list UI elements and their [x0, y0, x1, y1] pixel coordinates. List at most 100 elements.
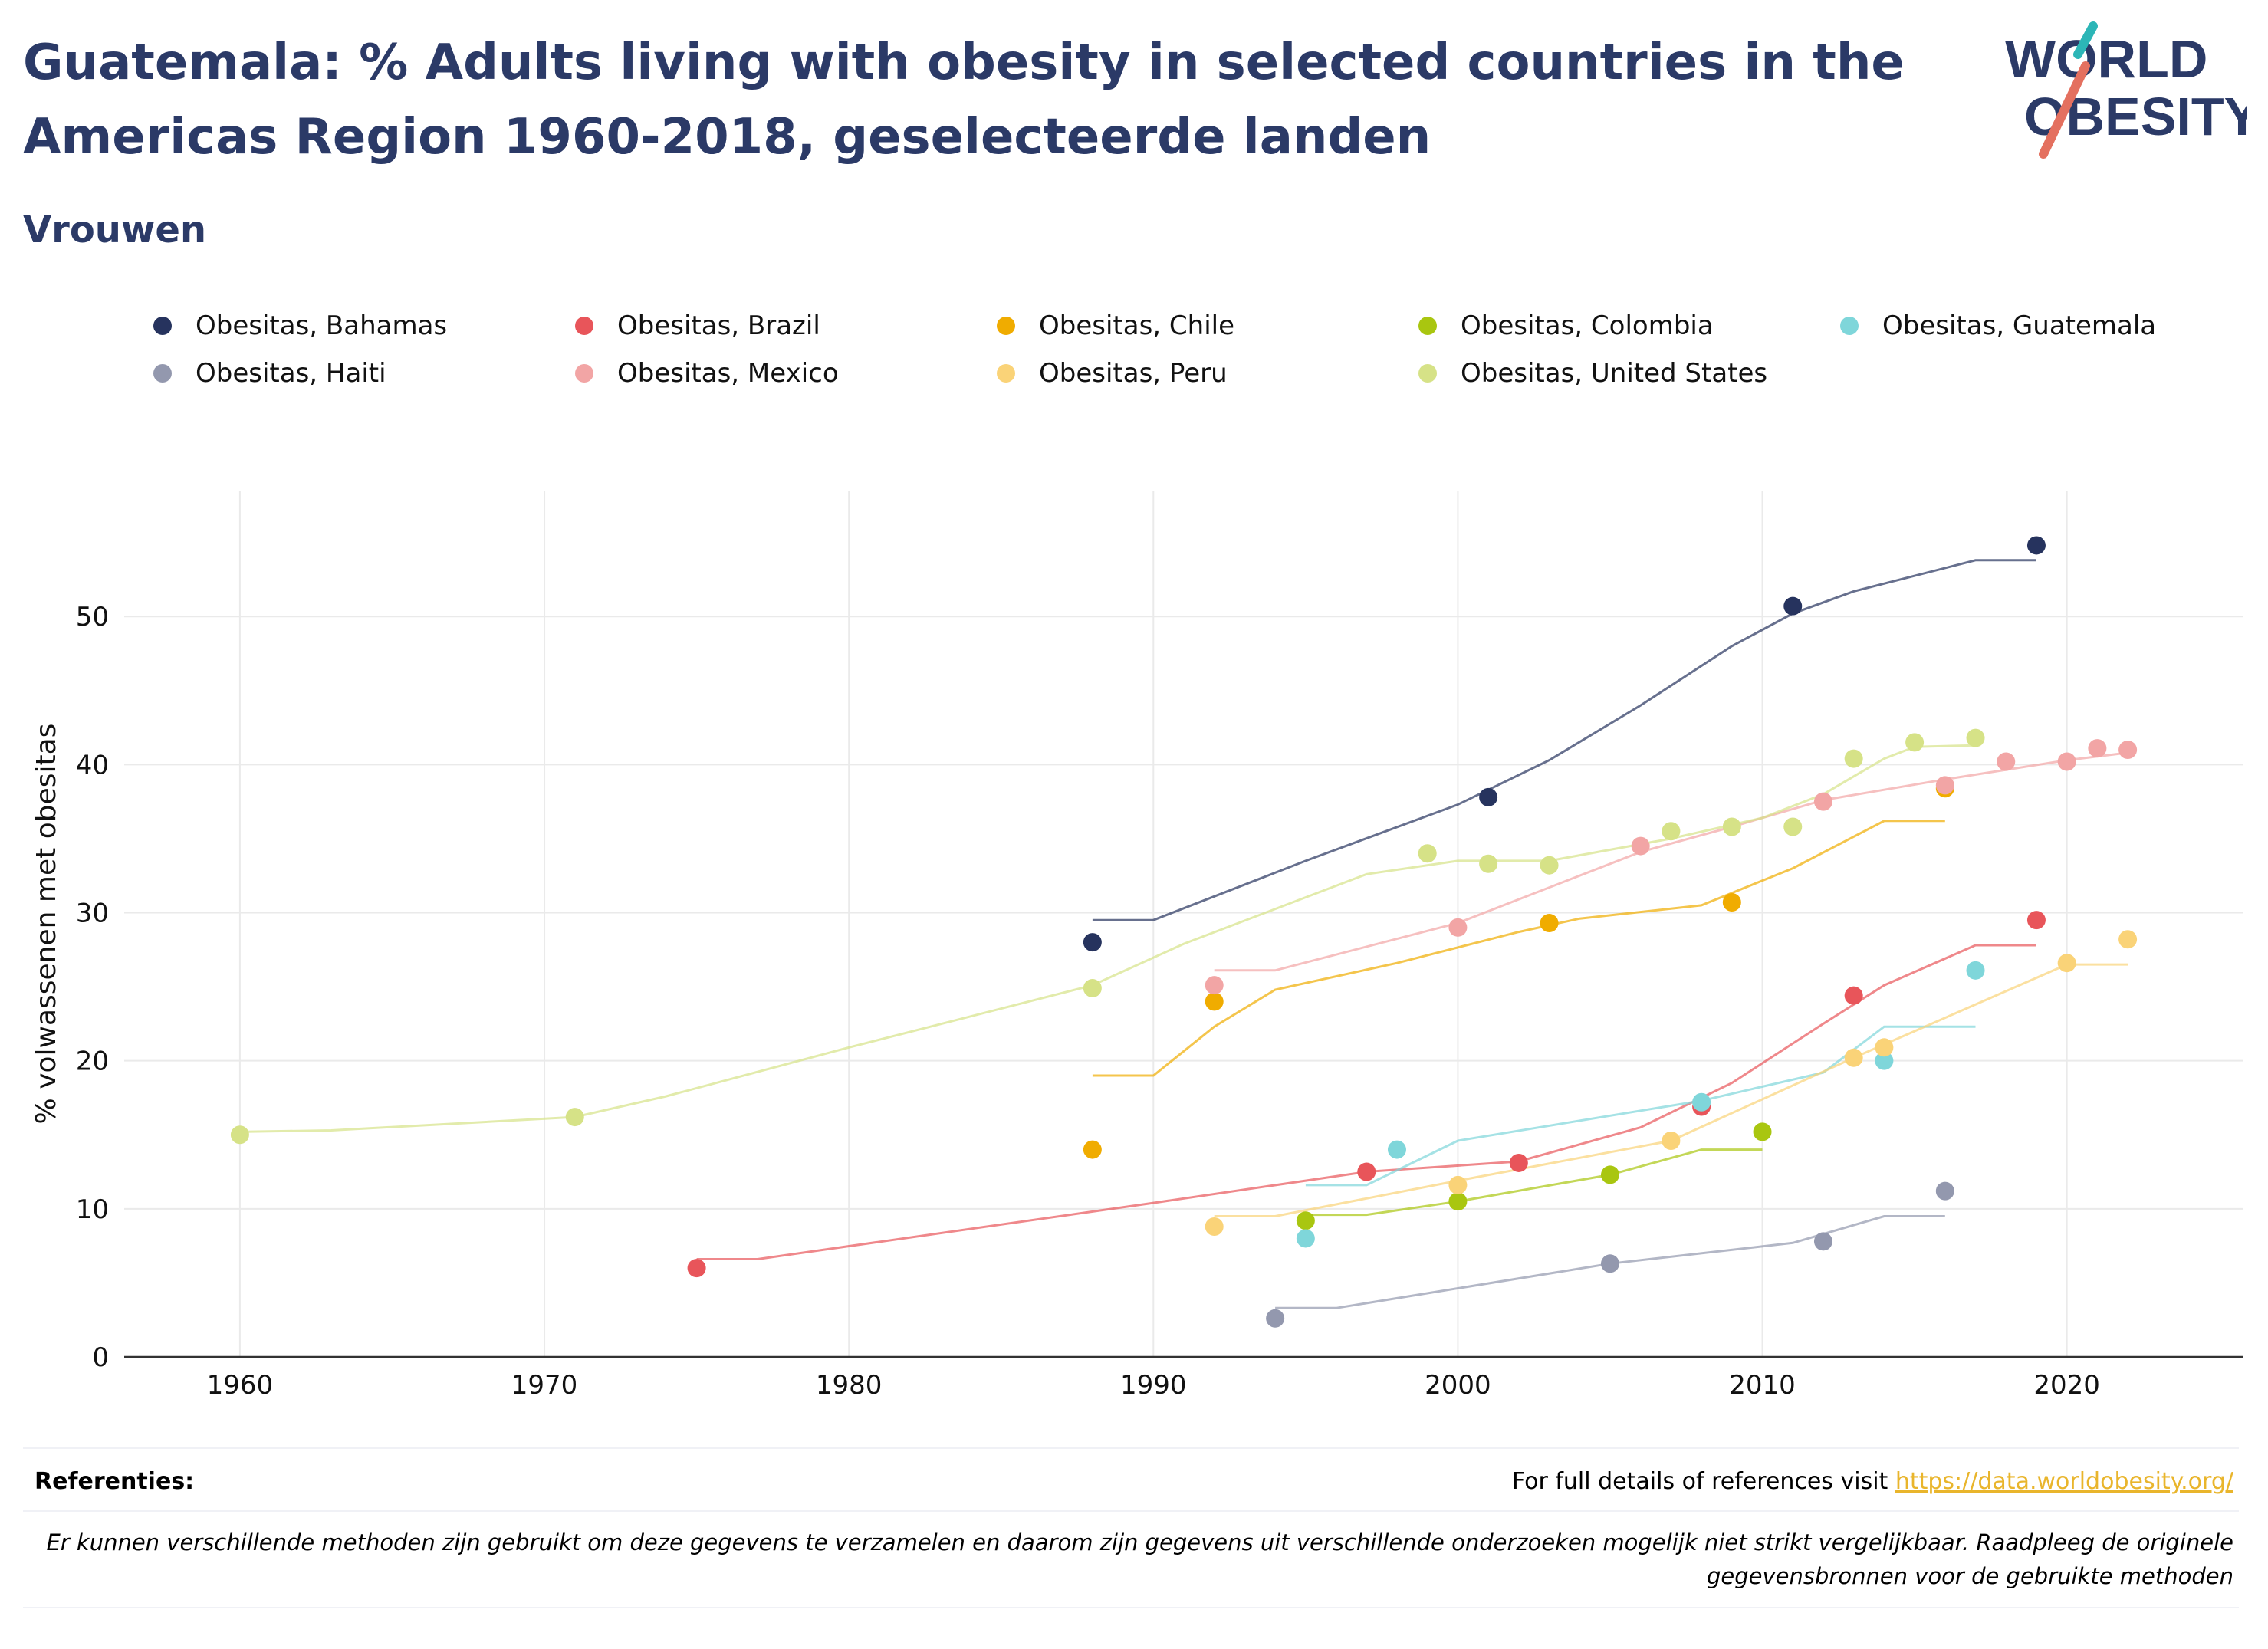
legend-item[interactable]: Obesitas, Guatemala: [1687, 303, 2156, 349]
data-point: [1966, 961, 1985, 980]
data-point: [1722, 892, 1741, 912]
legend-label: Obesitas, Peru: [1039, 358, 1228, 389]
data-point: [1783, 817, 1803, 836]
y-tick-label: 0: [92, 1342, 109, 1373]
data-point: [1540, 856, 1559, 875]
data-point: [2026, 911, 2046, 930]
trend-line: [1092, 820, 1945, 1077]
references-link[interactable]: https://data.worldobesity.org/: [1895, 1468, 2233, 1495]
trend-line: [1305, 1025, 1976, 1187]
legend-item[interactable]: Obesitas, Chile: [843, 303, 1234, 349]
x-tick-label: 2010: [1729, 1370, 1796, 1401]
footer-divider-top: [23, 1447, 2239, 1449]
trend-line: [1092, 559, 2036, 921]
world-obesity-logo: WORLD OBESITY: [2005, 21, 2247, 159]
data-point: [1875, 1051, 1894, 1070]
legend-marker: [153, 317, 172, 335]
legend-label: Obesitas, Chile: [1039, 310, 1235, 341]
trend-line: [239, 744, 1976, 1133]
legend-marker: [1840, 317, 1859, 335]
legend-label: Obesitas, Mexico: [617, 358, 839, 389]
legend-label: Obesitas, Haiti: [196, 358, 386, 389]
footer-divider-bottom: [23, 1607, 2239, 1608]
data-point: [565, 1108, 584, 1127]
legend-marker: [153, 364, 172, 383]
legend-item[interactable]: Obesitas, Haiti: [0, 350, 386, 396]
data-point: [1357, 1162, 1376, 1181]
trend-line: [696, 944, 2036, 1260]
chart-title: Guatemala: % Adults living with obesity …: [23, 34, 1905, 166]
data-point: [1875, 1038, 1894, 1057]
data-point: [1448, 918, 1468, 937]
legend-marker: [1418, 364, 1437, 383]
y-tick-label: 30: [76, 898, 109, 929]
data-point: [1844, 749, 1863, 768]
data-point: [1813, 1232, 1832, 1251]
methodology-disclaimer: Er kunnen verschillende methoden zijn ge…: [46, 1529, 2233, 1589]
legend-item[interactable]: Obesitas, Colombia: [1265, 303, 1714, 349]
data-point: [1997, 752, 2016, 771]
data-point: [2026, 536, 2046, 555]
data-point: [1448, 1192, 1468, 1211]
references-label: Referenties:: [35, 1468, 195, 1495]
data-point: [1479, 854, 1498, 873]
data-point: [1722, 817, 1741, 836]
legend-marker: [1418, 317, 1437, 335]
data-point: [1509, 1153, 1528, 1172]
x-tick-label: 1990: [1120, 1370, 1187, 1401]
legend-item[interactable]: Obesitas, Bahamas: [0, 303, 447, 349]
data-point: [687, 1259, 706, 1278]
y-tick-label: 10: [76, 1194, 109, 1225]
x-tick-label: 2020: [2033, 1370, 2100, 1401]
data-point: [1935, 776, 1954, 795]
data-point: [2057, 752, 2076, 771]
legend-item[interactable]: Obesitas, Brazil: [422, 303, 820, 349]
legend-marker: [575, 364, 593, 383]
data-point: [1479, 787, 1498, 806]
data-point: [1662, 822, 1681, 841]
legend-label: Obesitas, Guatemala: [1882, 310, 2157, 341]
legend-item[interactable]: Obesitas, Peru: [843, 350, 1228, 396]
y-tick-label: 50: [76, 602, 109, 632]
data-point: [1083, 933, 1102, 952]
references-prefix: For full details of references visit: [1511, 1468, 1888, 1495]
references-text: For full details of references visit htt…: [1512, 1468, 2233, 1495]
data-point: [1083, 1140, 1102, 1159]
data-point: [1631, 836, 1650, 856]
data-point: [1296, 1229, 1315, 1248]
x-tick-label: 1970: [511, 1370, 578, 1401]
trend-line: [1214, 751, 2128, 972]
data-point: [1844, 986, 1863, 1005]
chart-subtitle: Vrouwen: [23, 209, 207, 251]
x-tick-label: 1980: [816, 1370, 883, 1401]
data-point: [1844, 1048, 1863, 1067]
data-point: [2118, 741, 2138, 760]
legend-marker: [997, 317, 1015, 335]
data-point: [1448, 1175, 1468, 1194]
footer-divider-middle: [23, 1510, 2239, 1512]
legend-item[interactable]: Obesitas, Mexico: [422, 350, 839, 396]
legend-label: Obesitas, United States: [1461, 358, 1768, 389]
data-point: [1205, 1217, 1224, 1237]
data-point: [1540, 914, 1559, 933]
data-point: [1600, 1254, 1619, 1273]
legend-marker: [575, 317, 593, 335]
data-point: [2118, 930, 2138, 949]
data-point: [1266, 1309, 1285, 1328]
y-tick-label: 20: [76, 1046, 109, 1077]
data-point: [1083, 979, 1102, 998]
data-point: [2057, 954, 2076, 973]
chart-plot: 1960 1970 1980 1990 2000 2010 2020 0 10 20 30 40 50%…: [31, 491, 2243, 1401]
legend-item[interactable]: Obesitas, United States: [1265, 350, 1767, 396]
data-point: [230, 1125, 249, 1145]
logo-line-1: WORLD: [2005, 29, 2207, 89]
trend-line: [1305, 1148, 1763, 1217]
data-point: [1662, 1131, 1681, 1150]
data-point: [1783, 596, 1803, 616]
data-point: [1692, 1092, 1711, 1112]
data-point: [1813, 792, 1832, 811]
x-tick-label: 2000: [1425, 1370, 1491, 1401]
trend-line: [1275, 1215, 1945, 1309]
data-point: [1205, 976, 1224, 995]
data-point: [1205, 992, 1224, 1011]
